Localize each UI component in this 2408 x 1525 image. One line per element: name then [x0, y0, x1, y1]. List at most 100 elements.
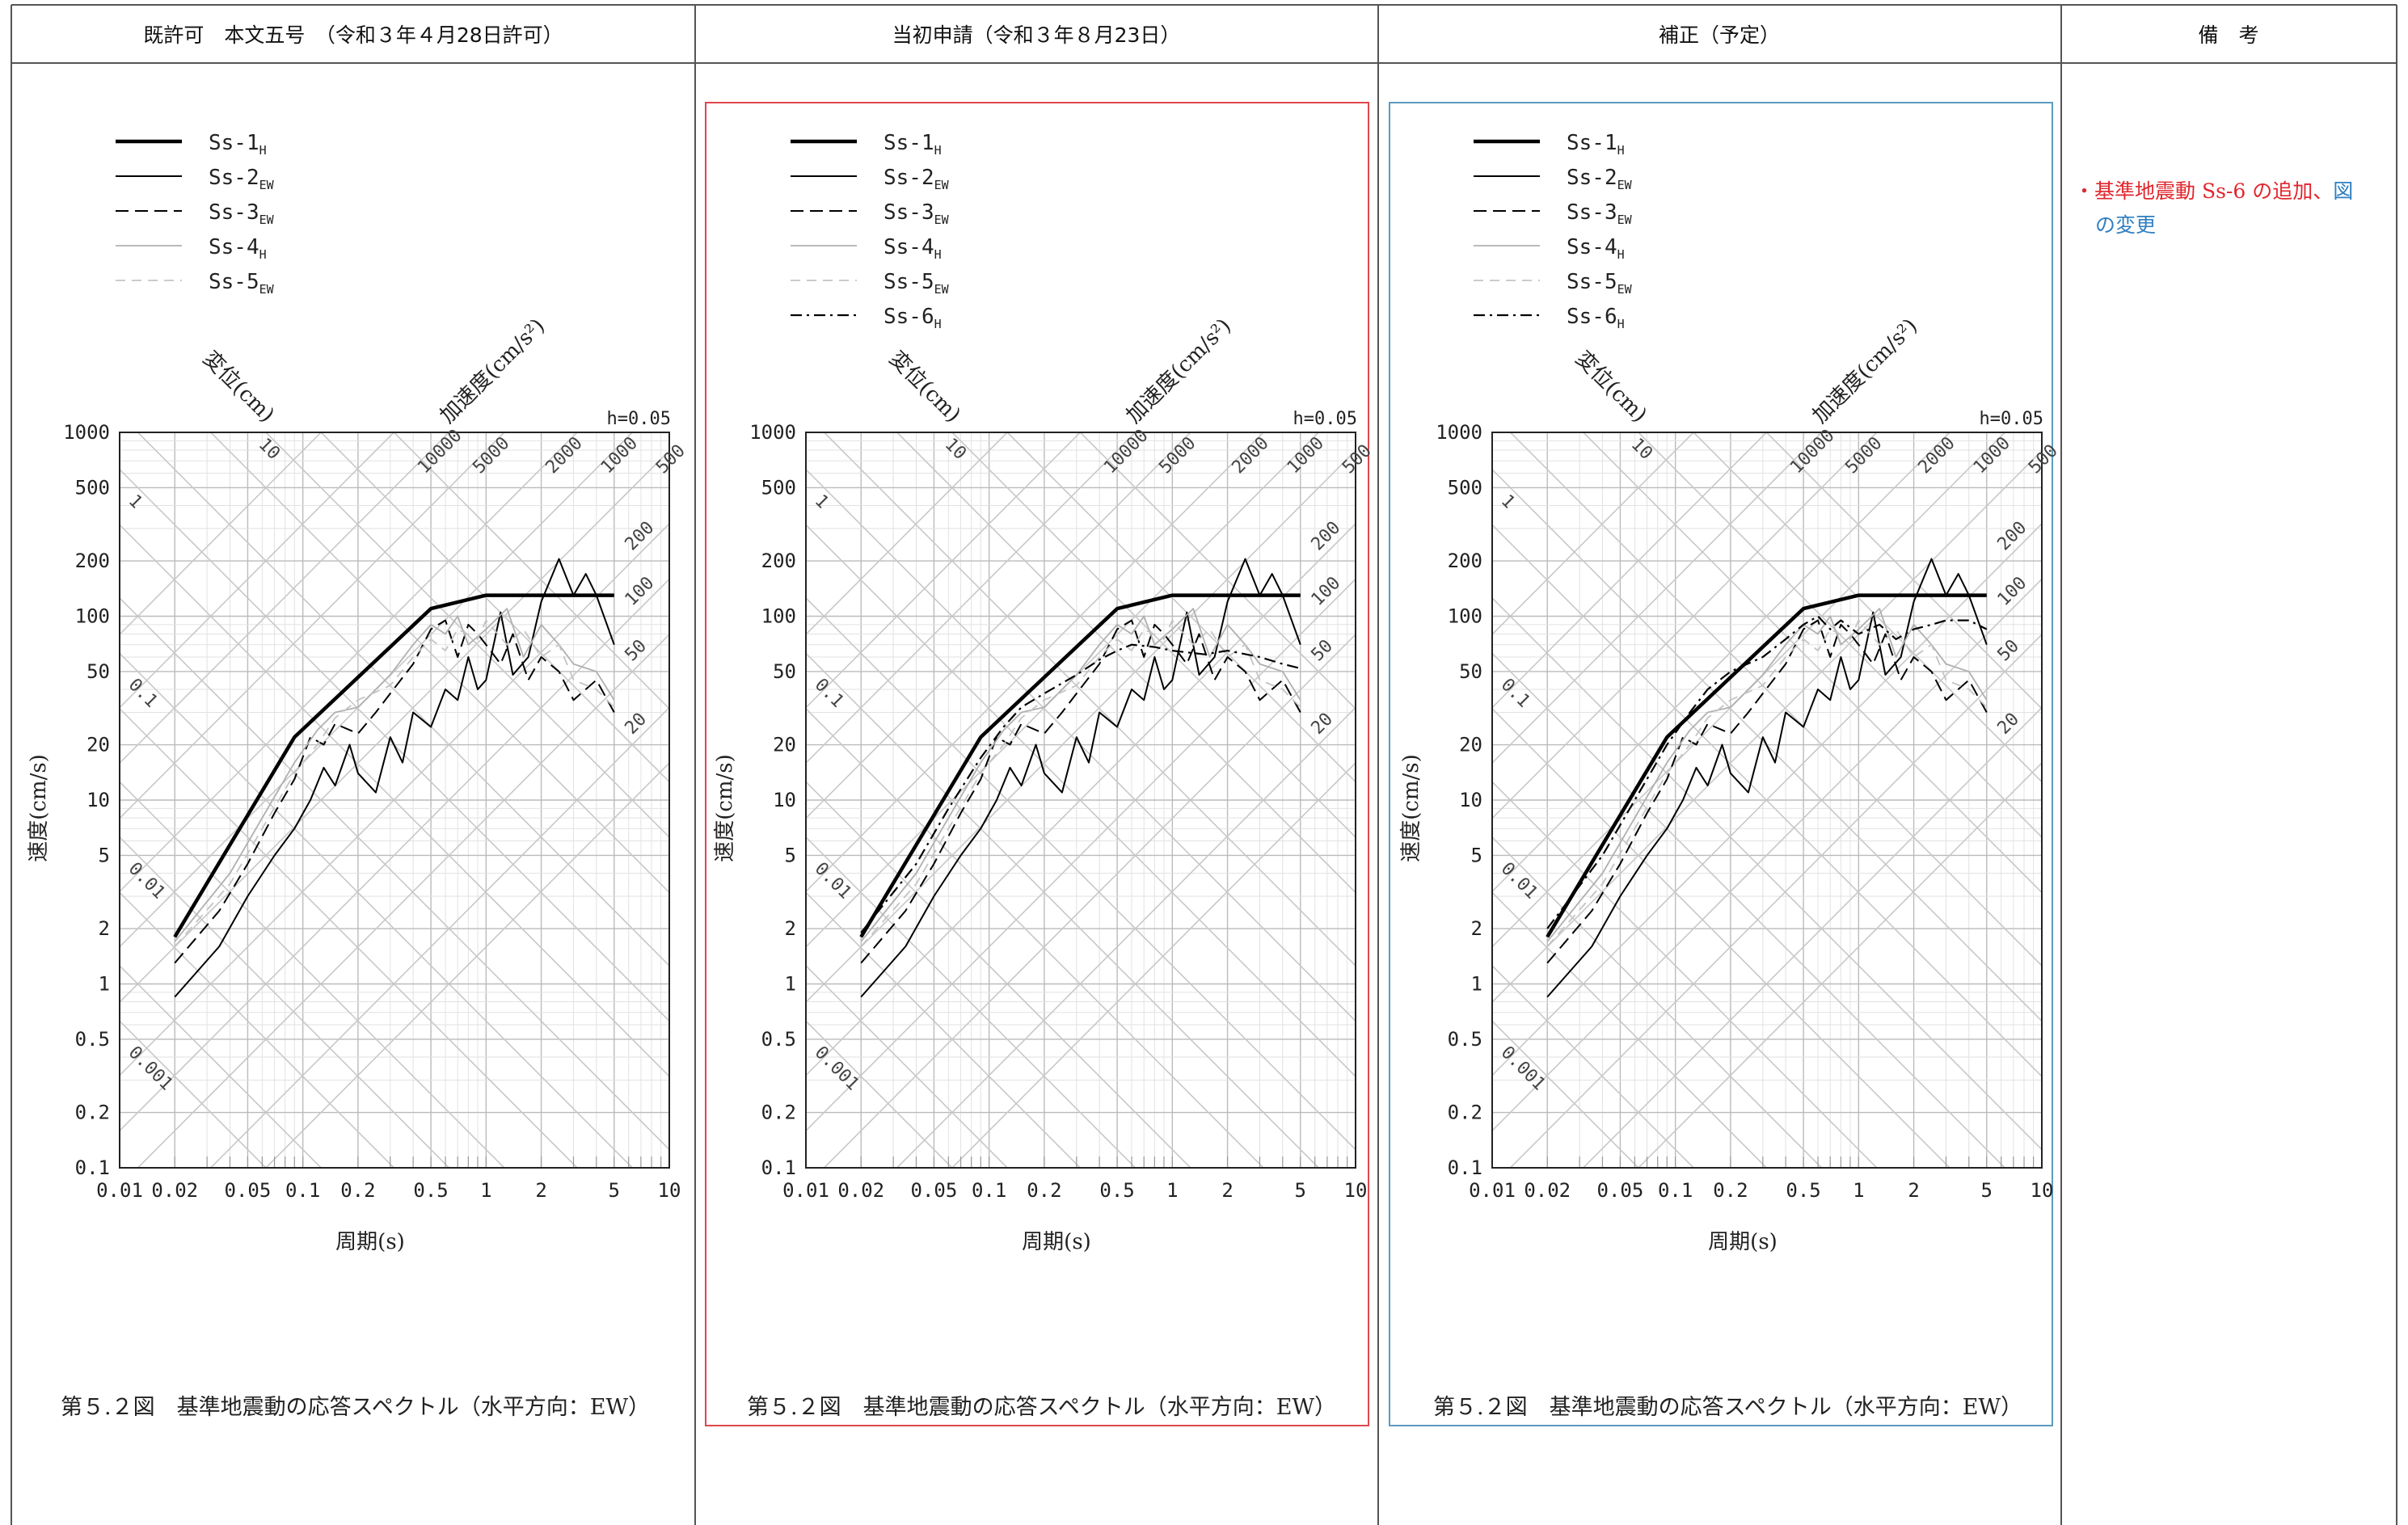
chart-panel-existing-permit: 0.01 0.02 0.05 0.1 0.2 0.5 1 2 5 100.10.20.512510… [27, 131, 690, 1420]
header-existing-permit: 既許可 本文五号 （令和３年４月28日許可） [143, 23, 563, 47]
x-tick-label: 0.1 [285, 1179, 320, 1202]
change-frame-red [705, 102, 1369, 1426]
displacement-diagonal [1492, 708, 1951, 1168]
x-tick-label: 0.1 [1658, 1179, 1693, 1202]
y-tick-label: 2 [99, 917, 110, 940]
y-tick-label: 0.1 [1448, 1156, 1482, 1179]
acceleration-diagonal [1492, 450, 2042, 1003]
legend-label: Ss-6H [1567, 305, 1625, 331]
acceleration-tick-label: 10000 [1100, 426, 1153, 478]
legend-label-main: Ss-3 [883, 200, 934, 225]
displacement-diagonal [806, 965, 1009, 1168]
legend-label: Ss-1H [1567, 131, 1625, 158]
acceleration-diagonal [806, 523, 1356, 1076]
displacement-tick-label: 10 [1627, 435, 1656, 464]
acceleration-tick-label: 100 [1308, 573, 1345, 610]
x-tick-label: 1 [1166, 1179, 1178, 1202]
acceleration-diagonal [806, 432, 1191, 819]
x-tick-label: 2 [1221, 1179, 1233, 1202]
x-tick-label: 10 [658, 1179, 681, 1202]
y-tick-label: 0.2 [75, 1102, 110, 1124]
acceleration-tick-label: 200 [1994, 518, 2031, 555]
header-initial-application: 当初申請（令和３年８月23日） [892, 23, 1181, 47]
displacement-tick-label: 10 [255, 435, 284, 464]
displacement-diagonal [120, 836, 450, 1168]
legend-label-subscript: EW [934, 282, 950, 297]
legend-label-main: Ss-2 [1567, 166, 1617, 190]
y-tick-label: 2 [1471, 917, 1482, 940]
change-frame-blue [1389, 102, 2053, 1426]
series-line-ss-4h [1546, 608, 1988, 942]
series-line-ss-1h [173, 593, 614, 938]
displacement-diagonal [1492, 1020, 1640, 1168]
y-tick-label: 10 [86, 789, 110, 811]
x-tick-label: 0.05 [1597, 1179, 1644, 1202]
acceleration-tick-label: 1000 [1284, 433, 1328, 478]
legend-label-main: Ss-6 [1567, 305, 1617, 329]
legend-label-subscript: EW [934, 178, 950, 192]
y-tick-label: 10 [1459, 789, 1482, 811]
series-line-ss-3ew [1546, 619, 1988, 964]
x-tick-label: 2 [1908, 1179, 1919, 1202]
legend-label-subscript: EW [1617, 178, 1633, 192]
x-tick-label: 0.2 [340, 1179, 375, 1202]
displacement-tick-label: 1 [1497, 491, 1519, 512]
acceleration-diagonal [806, 432, 1320, 948]
displacement-diagonal [951, 432, 1356, 838]
acceleration-diagonal [823, 634, 1356, 1168]
y-tick-label: 100 [761, 605, 796, 628]
x-tick-label: 5 [1295, 1179, 1306, 1202]
x-axis-title: 周期(s) [1708, 1230, 1778, 1254]
displacement-tick-label: 0.1 [124, 675, 162, 712]
x-tick-label: 0.02 [1524, 1179, 1571, 1202]
y-axis-title: 速度(cm/s) [27, 754, 51, 862]
displacement-diagonal [264, 432, 669, 838]
x-tick-label: 0.1 [972, 1179, 1006, 1202]
acceleration-tick-label: 20 [1994, 709, 2023, 738]
y-tick-label: 50 [1459, 660, 1482, 683]
y-tick-label: 50 [86, 660, 110, 683]
y-tick-label: 200 [761, 550, 796, 572]
legend-label-main: Ss-4 [883, 235, 934, 259]
acceleration-tick-label: 10000 [414, 426, 466, 478]
x-tick-label: 0.5 [413, 1179, 448, 1202]
legend-label-subscript: H [1617, 317, 1625, 331]
remark-figure: 図 [2333, 179, 2353, 203]
header-amendment: 補正（予定） [1659, 23, 1780, 47]
displacement-diagonal [806, 597, 1356, 1150]
acceleration-diagonal [1492, 432, 1951, 892]
displacement-diagonal [1637, 432, 2042, 838]
displacement-diagonal [320, 432, 669, 782]
acceleration-tick-label: 20 [622, 709, 651, 738]
acceleration-diagonal [120, 523, 669, 1076]
y-tick-label: 20 [773, 734, 796, 756]
chart-panel-amendment: 0.01 0.02 0.05 0.1 0.2 0.5 1 2 5 100.10.20.512510… [1399, 131, 2062, 1420]
acceleration-tick-label: 200 [1308, 518, 1345, 555]
legend-label: Ss-3EW [883, 200, 950, 227]
displacement-diagonal [1492, 836, 1823, 1168]
acceleration-tick-label: 2000 [1915, 433, 1959, 478]
x-tick-label: 0.2 [1027, 1179, 1061, 1202]
acceleration-tick-label: 1000 [1970, 433, 2014, 478]
x-tick-label: 0.02 [151, 1179, 198, 1202]
remarks-note: ・基準地震動 Ss-6 の追加、図 の変更 [2074, 179, 2353, 237]
acceleration-diagonal [120, 432, 579, 892]
series-line-ss-2ew [1546, 558, 1988, 998]
legend-label-subscript: H [1617, 247, 1625, 262]
y-tick-label: 0.1 [75, 1156, 110, 1179]
legend-label: Ss-5EW [209, 270, 275, 297]
y-tick-label: 1000 [63, 421, 110, 444]
legend-label-subscript: EW [934, 213, 950, 227]
damping-label: h=0.05 [1293, 409, 1357, 429]
displacement-diagonal [1006, 432, 1356, 782]
x-tick-label: 2 [535, 1179, 546, 1202]
x-tick-label: 1 [480, 1179, 491, 1202]
acceleration-tick-label: 100 [622, 573, 659, 610]
x-tick-label: 0.5 [1786, 1179, 1820, 1202]
y-tick-label: 1000 [1436, 421, 1482, 444]
x-tick-label: 0.01 [1469, 1179, 1516, 1202]
legend-label-main: Ss-1 [209, 131, 259, 155]
displacement-tick-label: 0.1 [811, 675, 848, 712]
acceleration-diagonal [1509, 634, 2042, 1168]
